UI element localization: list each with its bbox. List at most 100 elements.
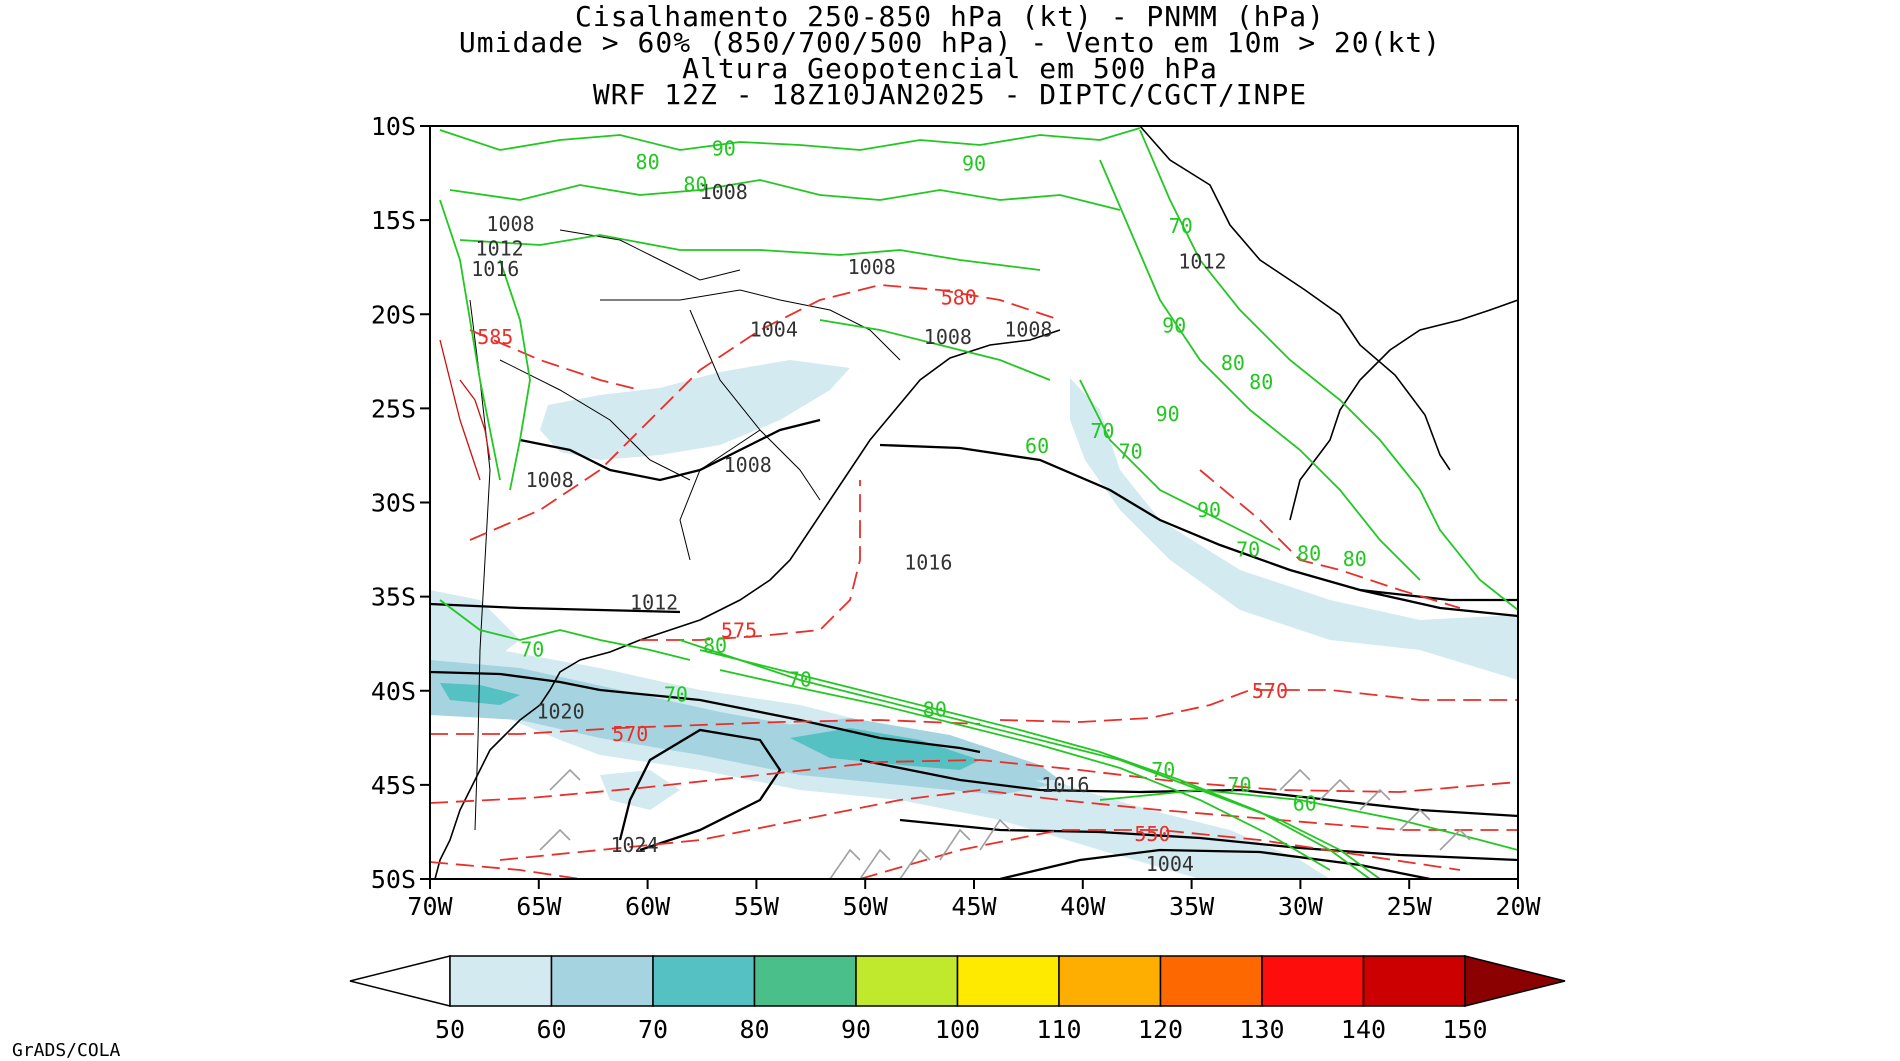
country-border-4: [499, 359, 691, 481]
pressure-label: 1012: [1178, 250, 1226, 274]
wind-barb-8: [1359, 788, 1391, 811]
south-america-coast-east: [1139, 126, 1451, 471]
wind-barb-12: [549, 768, 581, 791]
shear-dark-west: [440, 683, 520, 705]
wind-barbs: [539, 768, 1471, 879]
humidity-coast-2: [1099, 159, 1421, 581]
wind-barb-10: [1439, 828, 1471, 851]
map-title: Cisalhamento 250-850 hPa (kt) - PNMM (hP…: [0, 0, 1900, 111]
africa-coast-west: [1289, 299, 1518, 521]
pressure-label: 1008: [526, 468, 574, 492]
wind-barb-3: [899, 848, 931, 879]
wind-barb-1: [829, 848, 861, 879]
humidity-north-1: [439, 127, 1141, 151]
title-line-1: Cisalhamento 250-850 hPa (kt) - PNMM (hP…: [574, 0, 1325, 33]
colorbar-label: 130: [1239, 1015, 1284, 1044]
lon-label: 60W: [625, 892, 671, 921]
humidity-label: 90: [712, 137, 736, 161]
humidity-label: 70: [520, 637, 544, 661]
shear-zone-southeast: [1070, 378, 1518, 680]
height-565: [430, 759, 1518, 804]
latitude-axis: 10S 15S 20S 25S 30S 35S 40S 45S 50S: [371, 112, 430, 894]
colorbar-label: 110: [1036, 1015, 1081, 1044]
wind-barb-11: [539, 828, 571, 851]
humidity-label: 90: [962, 152, 986, 176]
title-line-4: WRF 12Z - 18Z10JAN2025 - DIPTC/CGCT/INPE: [592, 78, 1308, 111]
andes-shear-1: [439, 339, 481, 481]
colorbar-label: 90: [841, 1015, 871, 1044]
pressure-label: 1008: [724, 453, 772, 477]
colorbar-label: 70: [638, 1015, 668, 1044]
lon-label: 25W: [1387, 892, 1433, 921]
lat-label: 10S: [371, 112, 416, 141]
isobar-1016-north: [879, 443, 1518, 618]
country-border-5: [559, 229, 741, 281]
lon-label: 65W: [516, 892, 562, 921]
height-label: 550: [1134, 822, 1170, 846]
height-label: 585: [477, 325, 513, 349]
height-575: [640, 480, 861, 641]
pressure-label: 1008: [700, 180, 748, 204]
shear-shading-dark: [440, 683, 980, 770]
argentina-coast: [434, 659, 581, 879]
country-border-3: [679, 429, 761, 561]
title-line-3: Altura Geopotencial em 500 hPa: [682, 52, 1218, 85]
humidity-label: 70: [1090, 419, 1114, 443]
humidity-west-2: [439, 199, 501, 481]
colorbar-label: 50: [435, 1015, 465, 1044]
colorbar-box: [550, 955, 654, 1007]
pressure-label: 1008: [486, 212, 534, 236]
title-line-2: Umidade > 60% (850/700/500 hPa) - Vento …: [458, 26, 1442, 59]
pressure-label: 1008: [1004, 317, 1052, 341]
colorbar-label: 120: [1138, 1015, 1183, 1044]
colorbar-label: 140: [1341, 1015, 1386, 1044]
humidity-coast-1: [1139, 129, 1518, 611]
lon-label: 40W: [1060, 892, 1106, 921]
height-dash-sea: [1199, 469, 1461, 609]
wind-barb-2: [859, 848, 891, 879]
shear-zone-south: [600, 770, 680, 810]
pressure-label: 1012: [476, 236, 524, 260]
colorbar-box: [449, 955, 553, 1007]
lat-label: 45S: [371, 771, 416, 800]
brazil-coast-south: [699, 329, 1061, 621]
humidity-label: 60: [1293, 792, 1317, 816]
pressure-label: 1020: [536, 699, 584, 723]
wind-barb-4: [939, 828, 971, 861]
lon-label: 30W: [1278, 892, 1324, 921]
humidity-band-1: [679, 639, 1381, 879]
humidity-label: 80: [683, 172, 707, 196]
colorbar-box: [956, 955, 1060, 1007]
humidity-label: 70: [1119, 440, 1143, 464]
humidity-north-4: [819, 319, 1051, 381]
lat-label: 35S: [371, 583, 416, 612]
wind-barb-5: [979, 818, 1011, 851]
colorbar-box: [1261, 955, 1365, 1007]
humidity-label: 80: [1221, 351, 1245, 375]
pressure-label: 1024: [610, 833, 658, 857]
humidity-label: 80: [1297, 541, 1321, 565]
height-585: [469, 329, 641, 391]
humidity-label: 60: [1025, 434, 1049, 458]
humidity-label: 90: [1197, 498, 1221, 522]
geopotential-contours: [430, 284, 1518, 879]
humidity-label: 70: [788, 667, 812, 691]
height-555: [859, 829, 1461, 879]
colorbar-label: 80: [739, 1015, 769, 1044]
humidity-label: 80: [703, 634, 727, 658]
humidity-north-2: [449, 179, 1121, 211]
height-560: [499, 789, 1518, 861]
humidity-north-3: [459, 234, 1041, 271]
humidity-west-3: [499, 259, 531, 491]
humidity-coast-3: [1079, 379, 1281, 551]
colorbar-over-arrow: [1464, 955, 1566, 1007]
wind-barb-7: [1319, 778, 1351, 801]
humidity-label: 70: [1151, 758, 1175, 782]
height-570-east: [999, 689, 1518, 723]
lat-label: 20S: [371, 300, 416, 329]
colorbar-box: [753, 955, 857, 1007]
pressure-label: 1016: [904, 551, 952, 575]
colorbar-label: 100: [935, 1015, 980, 1044]
isobar-1024: [618, 728, 782, 852]
